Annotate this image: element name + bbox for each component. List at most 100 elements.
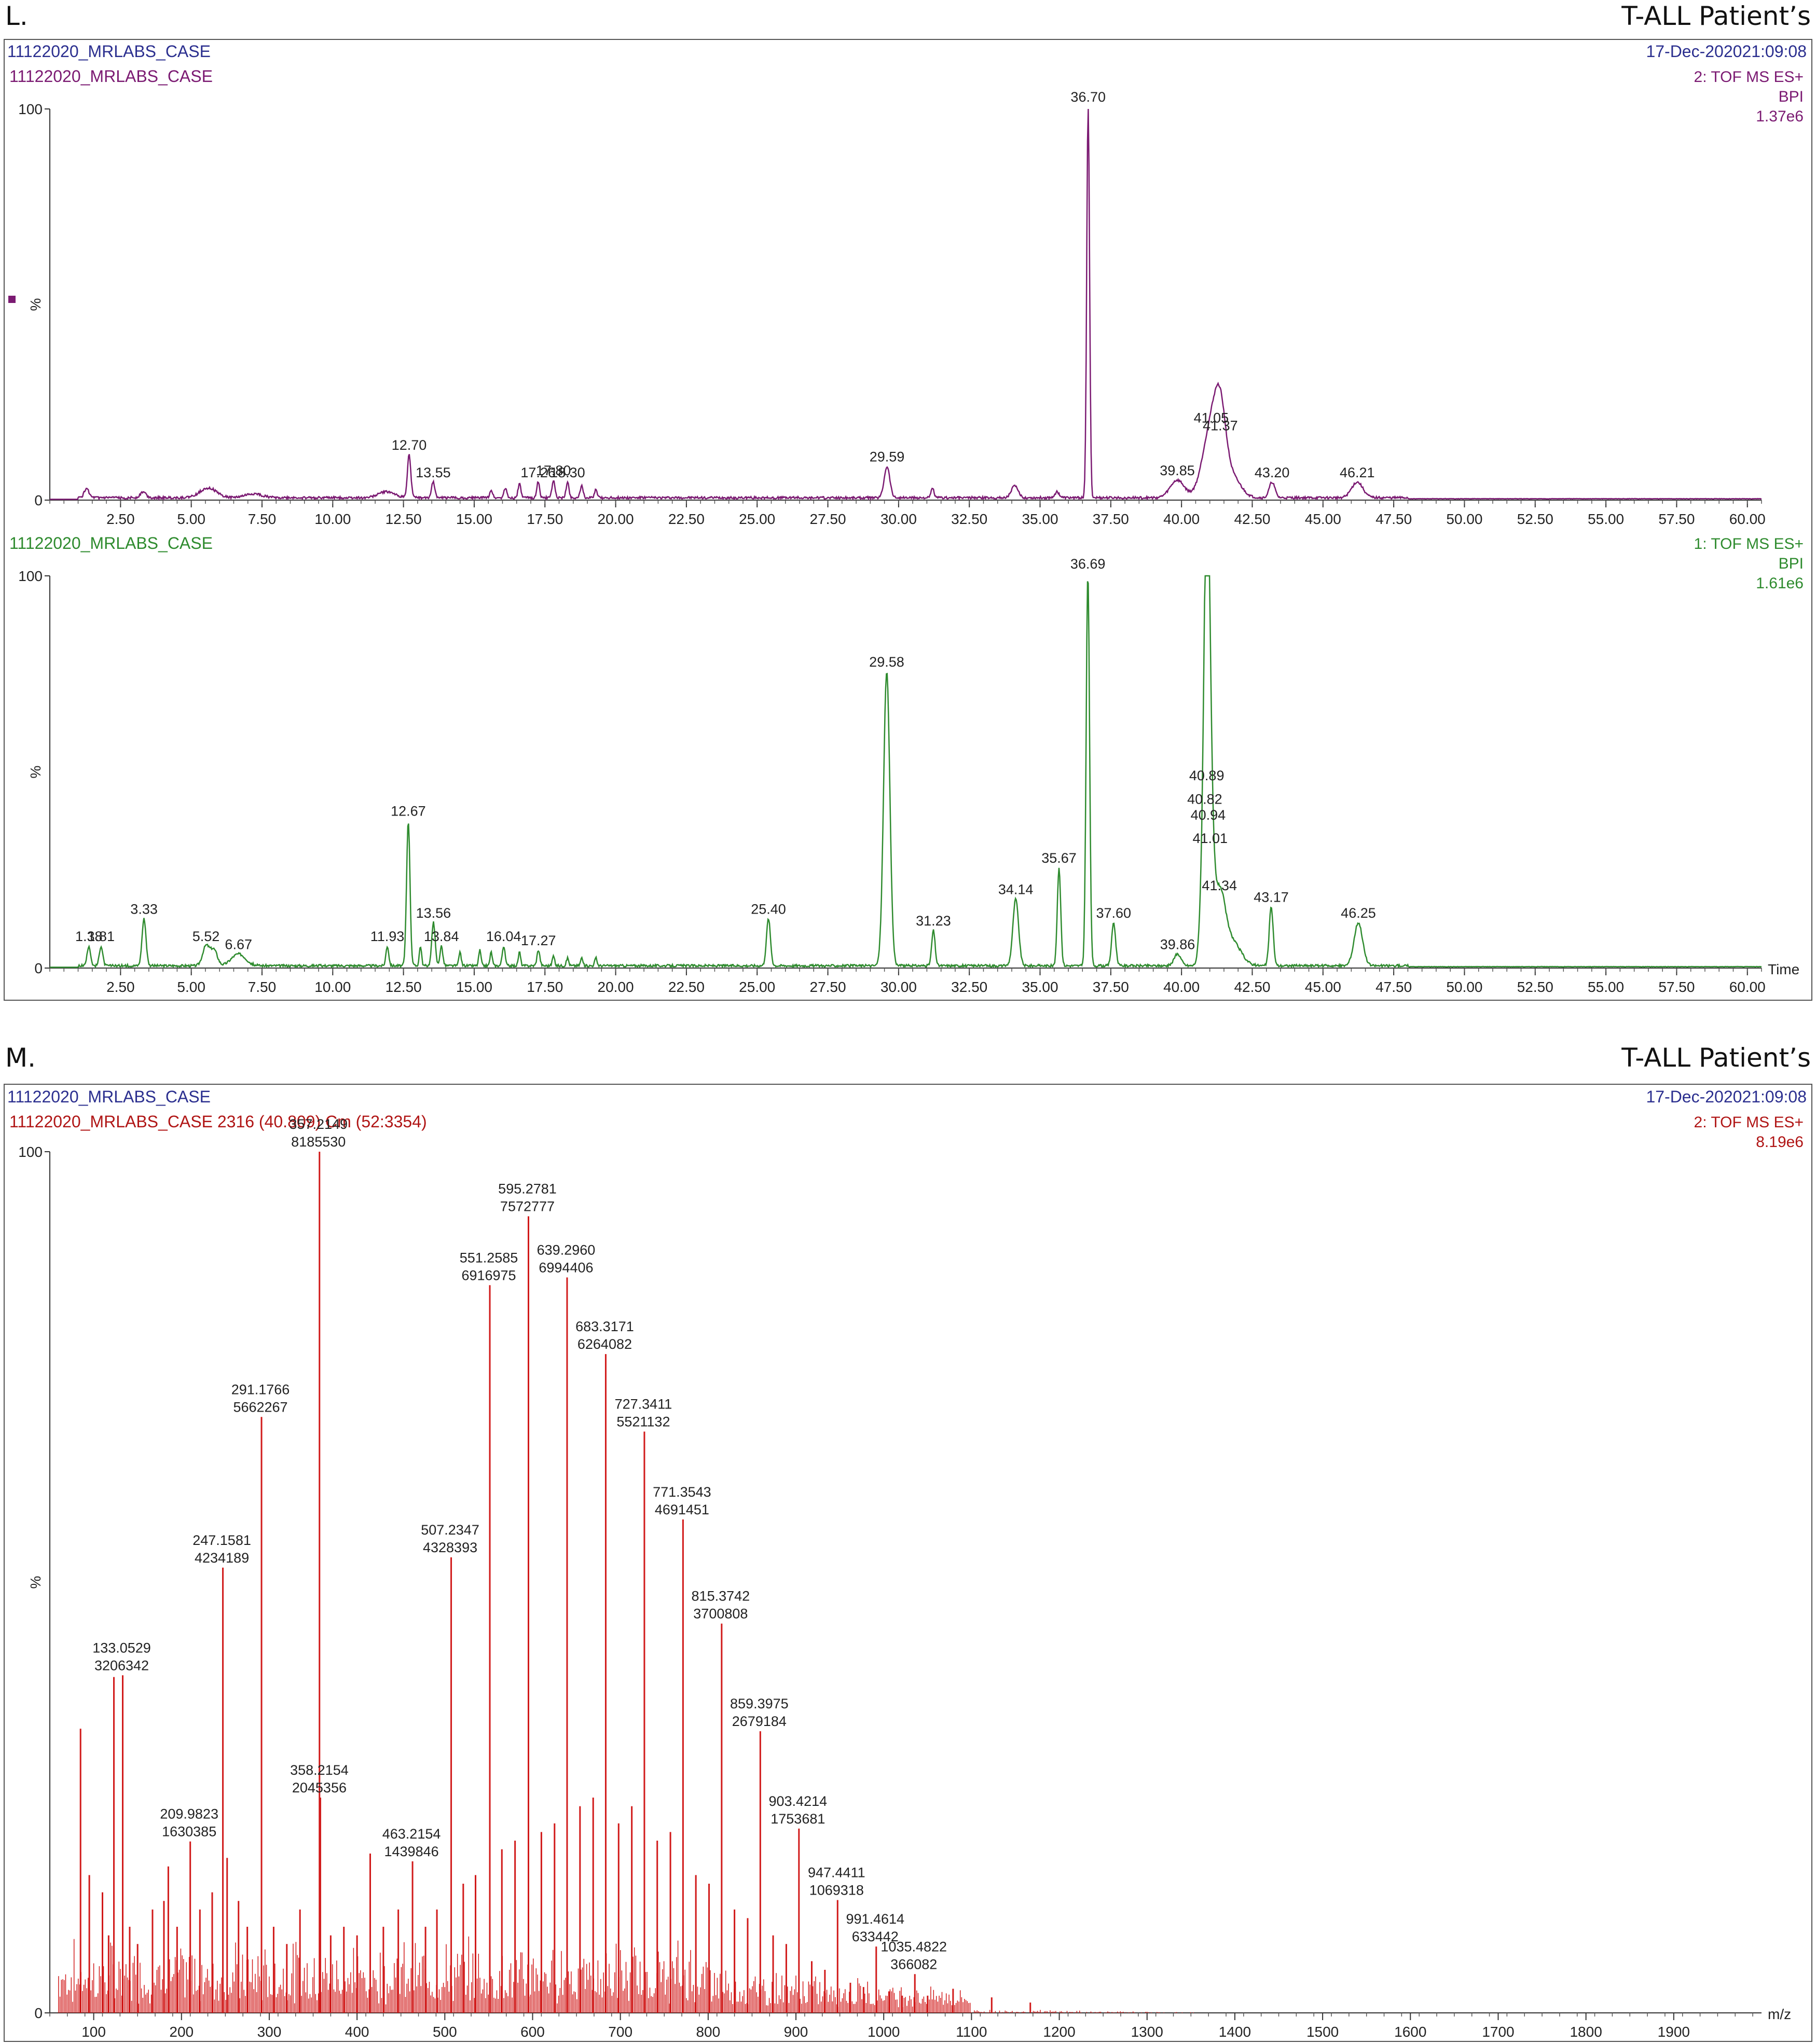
peak-label-intensity: 1069318 [809,1883,864,1898]
x-tick-label: 35.00 [1022,979,1058,995]
peak-label: 16.04 [486,929,521,944]
peak-label-intensity: 2679184 [732,1714,787,1729]
x-tick-label: 1500 [1306,2024,1339,2040]
peak-label: 1.38 [75,929,103,944]
peak-label: 36.70 [1070,89,1106,105]
x-tick-label: 50.00 [1446,511,1482,527]
x-tick-label: 25.00 [739,979,775,995]
y-tick-label: 0 [34,2005,43,2021]
x-tick-label: 27.50 [810,979,846,995]
x-tick-label: 30.00 [881,511,917,527]
x-tick-label: 52.50 [1517,511,1553,527]
plot-info-text: 1.37e6 [1756,108,1804,125]
x-tick-label: 1700 [1482,2024,1514,2040]
x-tick-label: 57.50 [1658,511,1695,527]
x-tick-label: 7.50 [248,511,277,527]
x-tick-label: 400 [345,2024,369,2040]
plot-title: 11122020_MRLABS_CASE [9,67,213,86]
panel-l-tag: T-ALL Patient’s [1621,1,1811,31]
peak-label-mz: 463.2154 [382,1826,441,1842]
peak-label-mz: 991.4614 [846,1911,904,1927]
peak-label: 40.94 [1191,807,1226,823]
peak-label-intensity: 5662267 [233,1399,287,1415]
x-tick-label: 52.50 [1517,979,1553,995]
x-tick-label: 1600 [1394,2024,1426,2040]
plot-group: 11122020_MRLABS_CASE 2: TOF MS ES+ BPI 1.37… [9,67,1804,527]
peak-label-mz: 507.2347 [421,1522,479,1538]
peak-label: 12.67 [391,803,426,819]
peak-label-mz: 683.3171 [575,1319,634,1334]
peak-label: 5.52 [192,929,220,944]
peak-label-intensity: 633442 [852,1929,899,1944]
peak-label-intensity: 6264082 [577,1336,632,1352]
x-tick-label: 55.00 [1588,511,1624,527]
peak-label-mz: 551.2585 [460,1250,518,1265]
peak-label-mz: 357.2149 [289,1116,348,1132]
plot-info-text: BPI [1779,88,1804,105]
panel-frame [4,39,1812,1001]
plot-info-text: 8.19e6 [1756,1134,1804,1151]
peak-label-intensity: 3700808 [693,1606,748,1622]
x-tick-label: 22.50 [668,979,705,995]
x-tick-label: 1000 [868,2024,900,2040]
peak-label-intensity: 4691451 [655,1502,709,1517]
peak-label-mz: 291.1766 [231,1382,290,1397]
panel-frame [4,1084,1812,2042]
x-tick-label: 10.00 [314,979,351,995]
peak-label: 41.37 [1203,418,1238,433]
plot-info-text: 2: TOF MS ES+ [1694,1114,1804,1131]
peak-label: 1.81 [87,929,115,944]
x-tick-label: 1100 [956,2024,987,2040]
peak-label: 40.82 [1187,792,1222,807]
x-tick-label: 57.50 [1658,979,1695,995]
peak-label: 25.40 [751,901,786,917]
peak-label: 43.20 [1255,465,1290,480]
x-tick-label: 50.00 [1446,979,1482,995]
peak-label-mz: 1035.4822 [881,1939,947,1954]
x-tick-label: 700 [608,2024,632,2040]
y-axis-label: % [27,1576,44,1589]
x-tick-label: 600 [520,2024,545,2040]
peak-label: 46.21 [1340,465,1375,480]
peak-label-mz: 358.2154 [290,1762,349,1778]
x-tick-label: 100 [81,2024,106,2040]
x-tick-label: 900 [784,2024,808,2040]
x-tick-label: 45.00 [1305,979,1341,995]
y-tick-label: 0 [34,492,43,508]
x-tick-label: 15.00 [456,979,492,995]
x-tick-label: 7.50 [248,979,277,995]
x-tick-label: 5.00 [177,511,205,527]
peak-label-intensity: 1753681 [771,1811,825,1827]
x-tick-label: 2.50 [106,979,135,995]
peak-label-mz: 639.2960 [537,1242,596,1258]
peak-label-intensity: 4234189 [195,1550,249,1566]
peak-label: 13.55 [416,465,451,480]
header-left-text: 11122020_MRLABS_CASE [7,42,211,61]
panel-m-tag: T-ALL Patient’s [1621,1043,1811,1073]
x-tick-label: 55.00 [1588,979,1624,995]
peak-label-intensity: 1630385 [162,1824,216,1840]
peak-label-intensity: 5521132 [616,1414,670,1430]
peak-label: 17.26 [520,465,556,480]
x-tick-label: 20.00 [598,979,634,995]
peak-label: 17.27 [521,933,556,948]
peak-label: 18.30 [550,465,585,480]
plot-info-text: BPI [1779,555,1804,572]
peak-label: 29.58 [869,654,904,670]
x-tick-label: 42.50 [1234,979,1270,995]
y-tick-label: 100 [18,568,43,584]
peak-label: 46.25 [1341,905,1376,921]
peak-label: 39.85 [1160,463,1195,478]
peak-label: 41.34 [1202,878,1237,893]
x-tick-label: 1400 [1219,2024,1251,2040]
peak-label-intensity: 1439846 [384,1844,439,1859]
peak-label: 43.17 [1254,890,1289,905]
peak-label: 37.60 [1096,905,1131,921]
peak-label-mz: 947.4411 [808,1865,865,1881]
peak-label-mz: 903.4214 [769,1793,828,1809]
y-tick-label: 0 [34,960,43,976]
peak-label-mz: 133.0529 [92,1640,151,1655]
x-tick-label: 40.00 [1163,979,1200,995]
x-tick-label: 30.00 [881,979,917,995]
noise-sticks [58,1936,1194,2013]
